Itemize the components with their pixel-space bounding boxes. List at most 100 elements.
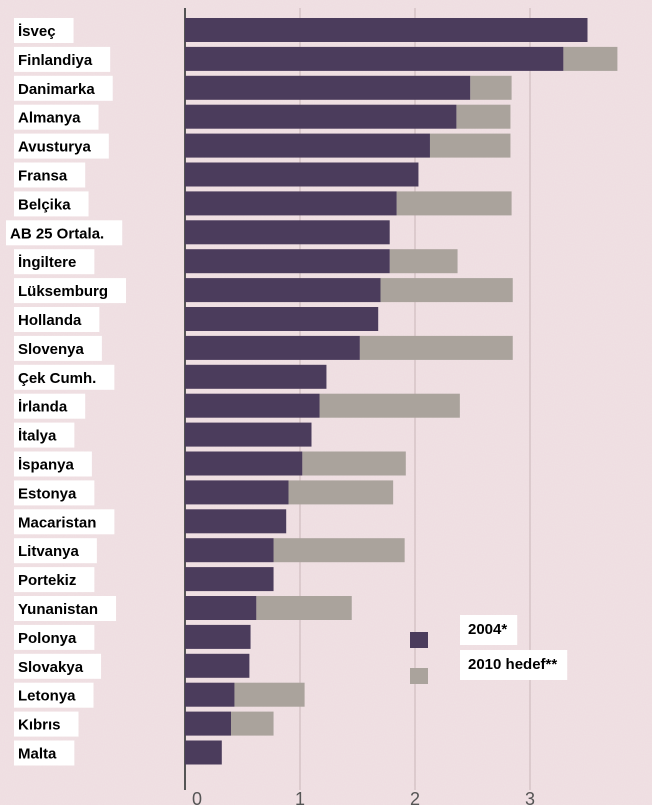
target-bar bbox=[563, 46, 618, 71]
bar bbox=[185, 567, 274, 592]
label-box bbox=[14, 133, 109, 159]
label-box bbox=[14, 422, 75, 448]
target-bar bbox=[456, 104, 511, 129]
y-tick-label: AB 25 Ortala. bbox=[10, 225, 104, 242]
bar bbox=[185, 596, 257, 620]
bar bbox=[185, 46, 564, 71]
target-bar bbox=[231, 711, 274, 736]
target-bar bbox=[389, 249, 458, 274]
y-tick-label: Hollanda bbox=[18, 312, 82, 329]
bar bbox=[185, 653, 250, 678]
bar bbox=[185, 278, 381, 303]
label-box bbox=[14, 653, 102, 679]
bar bbox=[185, 104, 457, 129]
y-tick-label: Slovenya bbox=[18, 341, 85, 358]
y-tick-label: İspanya bbox=[18, 456, 75, 473]
y-tick-label: Portekiz bbox=[18, 572, 76, 589]
y-tick-label: Finlandiya bbox=[18, 52, 93, 69]
y-tick-label: Estonya bbox=[18, 485, 77, 502]
y-tick-label: İrlanda bbox=[18, 399, 68, 416]
target-bar bbox=[380, 278, 513, 303]
y-tick-label: Letonya bbox=[18, 688, 76, 705]
y-tick-label: Kıbrıs bbox=[18, 717, 61, 734]
y-tick-label: Belçika bbox=[18, 196, 71, 213]
legend-swatch bbox=[410, 668, 428, 684]
y-tick-label: Macaristan bbox=[18, 514, 96, 531]
label-box bbox=[14, 740, 75, 766]
bar bbox=[185, 711, 231, 736]
y-tick-label: Litvanya bbox=[18, 543, 80, 560]
bar bbox=[185, 393, 320, 418]
label-box bbox=[14, 364, 115, 390]
label-box bbox=[14, 711, 79, 737]
legend-box bbox=[460, 650, 568, 680]
label-box bbox=[6, 220, 123, 246]
bar bbox=[185, 682, 235, 707]
label-box bbox=[14, 307, 100, 332]
label-box bbox=[14, 682, 94, 708]
x-tick-label: 0 bbox=[192, 789, 202, 805]
label-box bbox=[14, 393, 86, 419]
legend-box bbox=[460, 615, 518, 645]
legend-label: 2010 hedef** bbox=[468, 656, 557, 673]
label-box bbox=[14, 624, 95, 650]
y-tick-label: Yunanistan bbox=[18, 601, 98, 618]
bar bbox=[185, 133, 430, 158]
y-tick-label: Slovakya bbox=[18, 659, 84, 676]
label-box bbox=[14, 191, 89, 217]
bar bbox=[185, 249, 390, 274]
label-box bbox=[14, 104, 99, 130]
label-box bbox=[14, 538, 97, 564]
target-bar bbox=[288, 480, 394, 505]
x-tick-label: 3 bbox=[525, 789, 535, 805]
y-tick-label: Fransa bbox=[18, 167, 68, 184]
legend-label: 2004* bbox=[468, 621, 507, 638]
label-box bbox=[14, 451, 92, 477]
label-box bbox=[14, 596, 117, 621]
target-bar bbox=[234, 682, 305, 707]
target-bar bbox=[359, 335, 513, 360]
bar bbox=[185, 624, 251, 649]
y-tick-label: Malta bbox=[18, 745, 57, 762]
y-tick-label: İsveç bbox=[18, 23, 56, 40]
label-box bbox=[14, 480, 95, 506]
target-bar bbox=[302, 451, 406, 476]
bar bbox=[185, 364, 327, 389]
bar bbox=[185, 191, 397, 216]
label-box bbox=[14, 509, 115, 535]
legend-swatch bbox=[410, 632, 428, 648]
label-box bbox=[14, 75, 113, 101]
bar bbox=[185, 18, 588, 42]
label-box bbox=[14, 335, 102, 361]
x-tick-label: 1 bbox=[295, 789, 305, 805]
bar bbox=[185, 422, 312, 447]
bar bbox=[185, 740, 222, 765]
y-tick-label: Polonya bbox=[18, 630, 77, 647]
y-tick-label: Almanya bbox=[18, 110, 81, 127]
bar bbox=[185, 480, 289, 505]
bar bbox=[185, 75, 471, 100]
bar bbox=[185, 220, 390, 245]
label-box bbox=[14, 18, 74, 43]
y-tick-label: İtalya bbox=[18, 428, 57, 445]
y-tick-label: Danimarka bbox=[18, 81, 95, 98]
bar bbox=[185, 162, 419, 187]
bar bbox=[185, 307, 379, 331]
target-bar bbox=[319, 393, 460, 418]
target-bar bbox=[470, 75, 512, 100]
y-tick-label: Çek Cumh. bbox=[18, 370, 96, 387]
label-box bbox=[14, 46, 111, 72]
target-bar bbox=[256, 596, 352, 620]
bar bbox=[185, 538, 274, 563]
bar bbox=[185, 509, 287, 534]
label-box bbox=[14, 162, 86, 188]
target-bar bbox=[396, 191, 512, 216]
label-box bbox=[14, 567, 95, 593]
label-box bbox=[14, 278, 127, 304]
bar bbox=[185, 451, 303, 476]
y-tick-label: Avusturya bbox=[18, 139, 91, 156]
label-box bbox=[14, 249, 95, 275]
target-bar bbox=[273, 538, 405, 563]
x-tick-label: 2 bbox=[410, 789, 420, 805]
